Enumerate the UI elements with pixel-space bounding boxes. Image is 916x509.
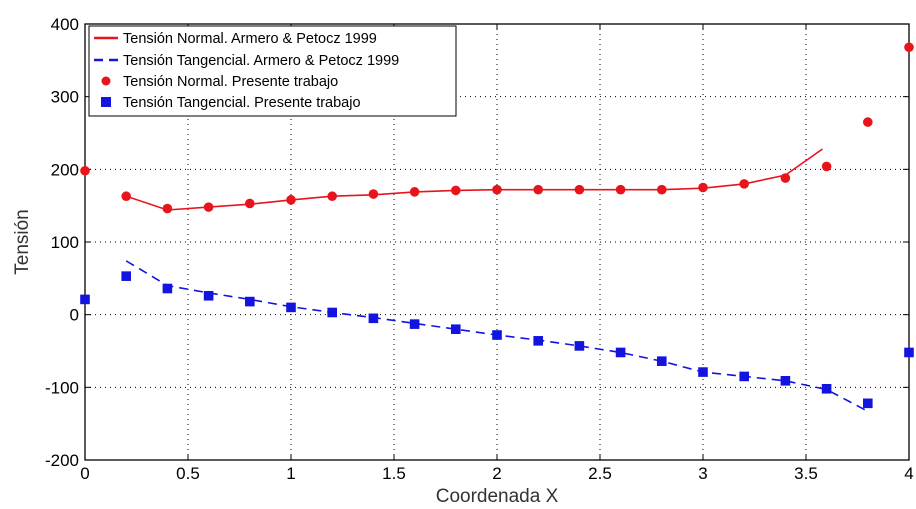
data-point-circle [451,185,461,196]
data-point-circle [698,182,708,193]
x-tick-label: 1 [286,464,295,483]
data-point-square [821,383,832,394]
data-point-square [121,271,131,281]
y-tick-label: -100 [45,378,79,397]
data-point-circle [409,187,420,197]
data-point-square [409,319,420,329]
y-tick-label: 100 [51,233,79,252]
x-tick-label: 3 [698,464,707,483]
x-tick-label: 1.5 [382,464,406,483]
legend-item-normal-armero: Tensión Normal. Armero & Petocz 1999 [94,31,377,47]
data-point-circle [327,191,338,202]
data-point-circle [615,184,626,195]
data-point-circle [162,203,173,214]
data-point-square [533,336,543,346]
x-axis-label: Coordenada X [436,486,559,507]
legend-label: Tensión Normal. Armero & Petocz 1999 [123,31,377,47]
y-tick-label: 200 [51,160,79,179]
data-point-square [739,371,749,382]
legend-item-tangencial-presente: Tensión Tangencial. Presente trabajo [101,95,361,111]
data-point-square [574,341,585,351]
data-point-square [492,330,502,340]
y-tick-label: 400 [51,15,79,34]
series-2 [80,42,914,214]
x-tick-label: 4 [904,464,913,483]
x-tick-label: 2.5 [588,464,612,483]
data-point-square [615,347,626,358]
legend-label: Tensión Tangencial. Presente trabajo [123,95,361,111]
legend-square-marker-swatch [101,97,111,107]
legend-item-normal-presente: Tensión Normal. Presente trabajo [101,74,338,90]
data-point-circle [863,117,873,127]
data-point-square [904,347,914,358]
data-point-circle [203,202,214,212]
y-tick-label: 300 [51,88,79,107]
data-point-circle [286,195,296,205]
series-line [125,148,823,211]
data-point-circle [245,198,255,209]
data-point-square [780,375,791,386]
legend: Tensión Normal. Armero & Petocz 1999 Ten… [88,25,457,117]
data-point-circle [121,191,131,202]
data-point-circle [821,161,832,172]
data-point-square [698,367,708,377]
data-point-circle [657,184,667,195]
data-point-square [245,296,255,307]
data-point-circle [739,179,749,189]
data-point-circle [80,165,90,176]
data-point-square [863,398,873,409]
data-point-square [162,283,173,294]
x-tick-label: 3.5 [794,464,818,483]
y-tick-label: -200 [45,451,79,470]
axis-ticks: 0 0.5 1 1.5 2 2.5 3 3.5 4 -200 -100 0 100 200 300 400 [45,15,914,483]
data-point-circle [368,189,379,199]
data-point-square [657,356,667,366]
data-point-square [451,324,461,334]
y-axis-label: Tensión [12,209,33,275]
legend-label: Tensión Tangencial. Armero & Petocz 1999 [123,53,399,69]
x-tick-label: 2 [492,464,501,483]
data-point-circle [780,173,791,183]
y-tick-label: 0 [70,306,79,325]
legend-label: Tensión Normal. Presente trabajo [123,74,338,90]
data-point-circle [492,184,502,195]
data-point-square [368,313,379,324]
series-0 [125,148,823,211]
legend-circle-marker-swatch [101,76,111,86]
legend-box [88,25,457,117]
series-layer [80,42,914,413]
x-tick-label: 0.5 [176,464,200,483]
data-point-square [203,290,214,301]
data-point-square [327,307,337,318]
series-3 [80,271,914,409]
x-tick-label: 0 [80,464,89,483]
data-point-circle [574,184,585,195]
data-point-circle [904,42,914,53]
data-point-square [286,302,296,313]
data-point-circle [533,184,543,195]
legend-item-tangencial-armero: Tensión Tangencial. Armero & Petocz 1999 [94,53,399,69]
data-point-square [80,294,90,305]
